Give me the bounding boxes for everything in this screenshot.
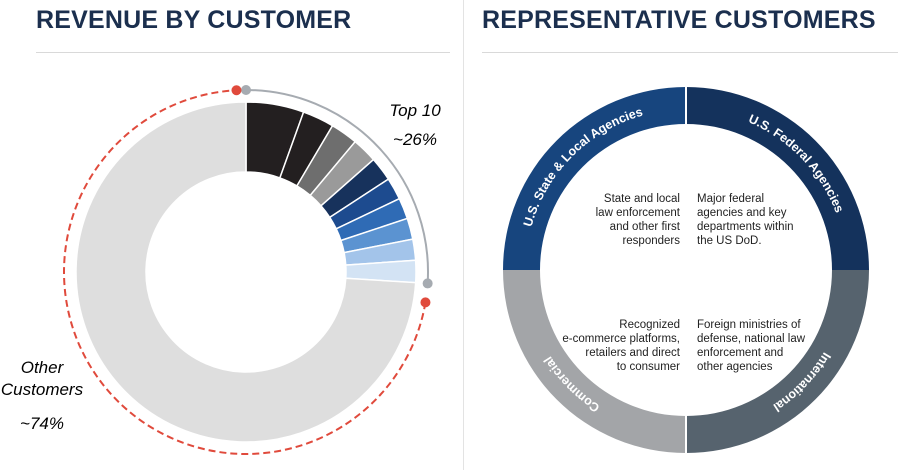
customers-title-rule bbox=[482, 52, 898, 53]
segment-commercial-arc bbox=[503, 270, 686, 453]
other-bracket-start-dot bbox=[420, 297, 431, 308]
state-local-description: State and local law enforcement and othe… bbox=[566, 192, 680, 248]
other-label-line1: Other bbox=[20, 358, 64, 377]
other-customers-annotation: Other Customers ~74% bbox=[0, 357, 84, 435]
segment-state-local-arc bbox=[503, 87, 686, 270]
other-bracket-end-dot bbox=[231, 85, 242, 96]
customers-panel-title: REPRESENTATIVE CUSTOMERS bbox=[482, 6, 876, 34]
federal-description: Major federal agencies and key departmen… bbox=[697, 192, 817, 248]
commercial-desc-line: Recognized bbox=[619, 319, 680, 331]
state-local-desc-line: and other first bbox=[609, 221, 680, 233]
state-local-desc-line: law enforcement bbox=[595, 207, 680, 219]
state-local-desc-line: State and local bbox=[603, 193, 680, 205]
federal-desc-line: departments within bbox=[697, 221, 794, 233]
commercial-desc-line: retailers and direct bbox=[585, 347, 680, 359]
federal-desc-line: the US DoD. bbox=[697, 235, 762, 247]
international-desc-line: defense, national law bbox=[697, 333, 806, 345]
revenue-title-rule bbox=[36, 52, 450, 53]
commercial-desc-line: to consumer bbox=[616, 361, 680, 373]
top10-label: Top 10 bbox=[389, 101, 441, 120]
federal-desc-line: agencies and key bbox=[697, 207, 787, 219]
international-desc-line: enforcement and bbox=[697, 347, 784, 359]
top10-percent: ~26% bbox=[393, 130, 437, 149]
international-description: Foreign ministries of defense, national … bbox=[697, 318, 827, 374]
top10-bracket-arc bbox=[245, 89, 429, 284]
segment-federal-arc bbox=[686, 87, 869, 270]
commercial-description: Recognized e-commerce platforms, retaile… bbox=[550, 318, 680, 374]
international-desc-line: Foreign ministries of bbox=[697, 319, 801, 331]
top10-annotation: Top 10 ~26% bbox=[382, 101, 448, 150]
panel-divider bbox=[463, 0, 464, 470]
top10-bracket-end-dot bbox=[422, 278, 433, 289]
other-bracket-arc bbox=[63, 89, 427, 455]
donut-slice-other bbox=[75, 101, 417, 443]
commercial-desc-line: e-commerce platforms, bbox=[562, 333, 680, 345]
state-local-desc-line: responders bbox=[622, 235, 680, 247]
other-label-line2: Customers bbox=[0, 380, 84, 399]
revenue-panel-title: REVENUE BY CUSTOMER bbox=[36, 6, 352, 34]
top10-bracket-start-dot bbox=[241, 85, 251, 95]
international-desc-line: other agencies bbox=[697, 361, 773, 373]
donut-slices bbox=[75, 101, 417, 443]
federal-desc-line: Major federal bbox=[697, 193, 765, 205]
other-percent: ~74% bbox=[20, 414, 64, 433]
segment-international-arc bbox=[686, 270, 869, 453]
